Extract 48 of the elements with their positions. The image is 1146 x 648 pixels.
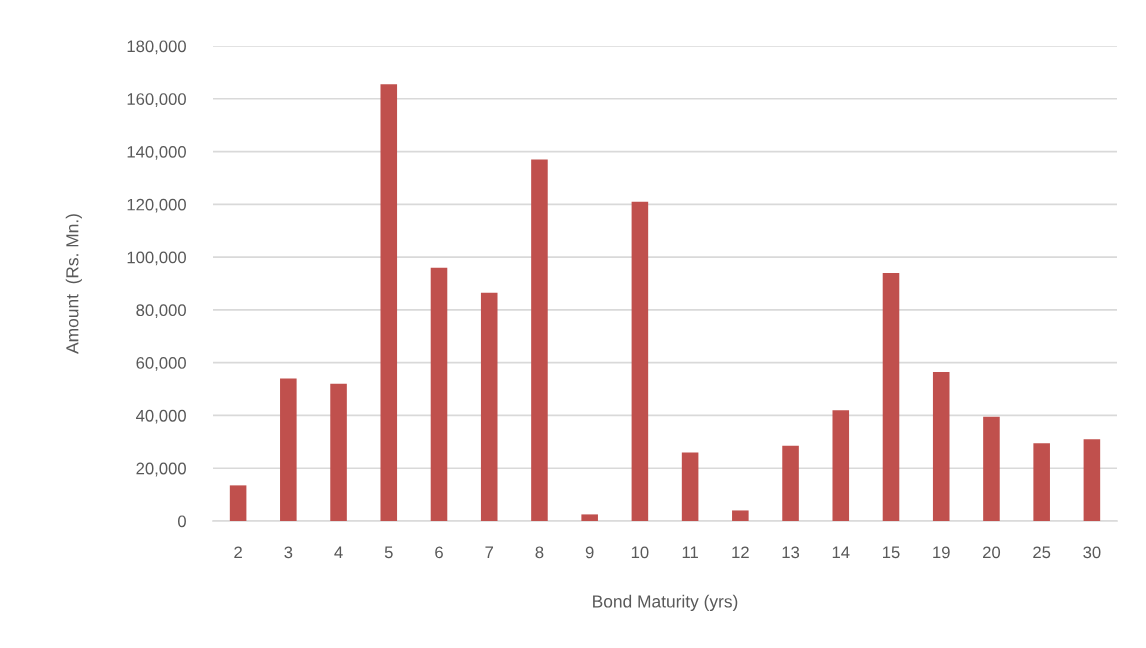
y-axis-title: Amount (Rs. Mn.) (65, 214, 82, 354)
bar (1033, 443, 1050, 521)
y-tick-label: 120,000 (127, 198, 186, 213)
y-tick-label: 60,000 (136, 357, 186, 371)
x-tick-label: 14 (832, 546, 850, 559)
x-axis-title: Bond Maturity (yrs) (593, 594, 738, 612)
bar (832, 410, 850, 521)
bar (430, 267, 448, 521)
bar (380, 84, 398, 521)
x-tick-label: 4 (334, 546, 343, 559)
x-tick-label: 10 (631, 546, 649, 559)
bar (782, 445, 799, 521)
bar (983, 416, 1000, 521)
y-tick-label: 160,000 (127, 93, 186, 107)
bar (280, 378, 297, 521)
y-tick-label: 180,000 (127, 40, 186, 55)
y-tick-label: 0 (177, 515, 186, 528)
y-tick-label: 140,000 (127, 145, 186, 160)
bar (581, 514, 598, 521)
y-tick-label: 20,000 (136, 462, 186, 477)
x-tick-label: 30 (1083, 546, 1101, 559)
bar (480, 292, 498, 521)
x-tick-label: 20 (983, 546, 1001, 559)
x-tick-label: 19 (933, 546, 950, 559)
x-tick-label: 7 (485, 546, 494, 559)
bar (330, 383, 347, 521)
x-tick-label: 3 (284, 546, 293, 559)
x-tick-label: 9 (585, 546, 594, 559)
bar (932, 371, 950, 521)
y-tick-label: 100,000 (127, 251, 186, 266)
x-tick-label: 13 (782, 546, 800, 559)
bar (531, 159, 548, 521)
x-tick-label: 2 (234, 546, 242, 559)
bar (229, 485, 247, 521)
bar (681, 452, 699, 521)
x-tick-label: 8 (535, 546, 544, 559)
y-tick-label: 40,000 (136, 409, 186, 424)
x-tick-label: 5 (384, 546, 393, 559)
bar (732, 510, 749, 521)
bar (1083, 439, 1101, 521)
x-tick-label: 6 (435, 546, 443, 559)
x-tick-label: 12 (732, 546, 749, 559)
bar (882, 272, 900, 521)
x-tick-label: 15 (883, 546, 900, 559)
y-tick-label: 80,000 (136, 304, 186, 319)
bar (631, 201, 649, 521)
x-tick-label: 25 (1033, 546, 1051, 559)
x-tick-label: 11 (682, 546, 698, 559)
